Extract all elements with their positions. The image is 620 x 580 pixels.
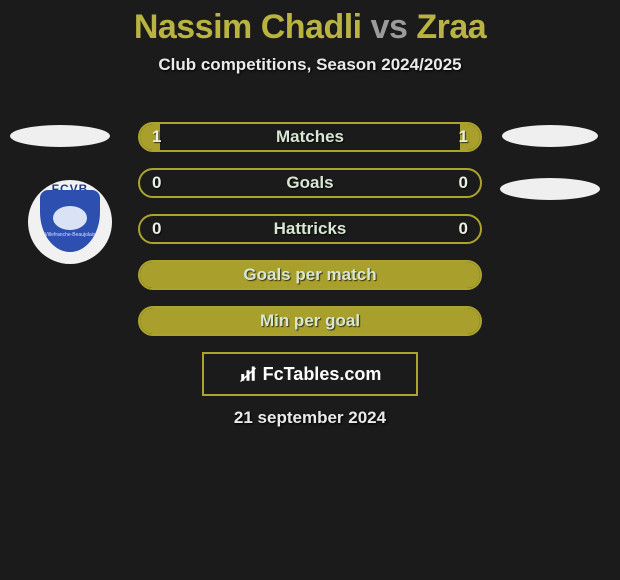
player1-photo-placeholder	[10, 125, 110, 147]
date-text: 21 september 2024	[0, 408, 620, 428]
page-title: Nassim Chadli vs Zraa	[0, 0, 620, 47]
bar-matches-value-left: 1	[152, 127, 161, 147]
bar-goals-per-match: Goals per match	[138, 260, 482, 290]
shield-icon: Villefranche-Beaujolais	[40, 190, 100, 252]
player2-name: Zraa	[416, 8, 486, 46]
bar-hattricks-value-right: 0	[459, 219, 468, 239]
bar-goals-value-right: 0	[459, 173, 468, 193]
bar-min-per-goal: Min per goal	[138, 306, 482, 336]
bar-hattricks-value-left: 0	[152, 219, 161, 239]
bar-goals: 0 Goals 0	[138, 168, 482, 198]
club-badge-subtext: Villefranche-Beaujolais	[45, 232, 96, 238]
bar-goals-label: Goals	[286, 173, 333, 193]
bar-hattricks-label: Hattricks	[274, 219, 347, 239]
subtitle: Club competitions, Season 2024/2025	[0, 55, 620, 75]
bar-hattricks: 0 Hattricks 0	[138, 214, 482, 244]
player2-club-badge-placeholder	[500, 178, 600, 200]
brand-box: FcTables.com	[202, 352, 418, 396]
bar-goals-value-left: 0	[152, 173, 161, 193]
bar-matches-label: Matches	[276, 127, 344, 147]
comparison-bars: 1 Matches 1 0 Goals 0 0 Hattricks 0 Goal…	[138, 122, 482, 352]
bar-matches-value-right: 1	[459, 127, 468, 147]
bar-matches: 1 Matches 1	[138, 122, 482, 152]
vs-word: vs	[371, 8, 408, 46]
brand-text: FcTables.com	[263, 364, 382, 385]
bar-goals-per-match-label: Goals per match	[243, 265, 376, 285]
bar-chart-icon	[239, 365, 257, 383]
player1-club-badge: FCVB Villefranche-Beaujolais	[28, 180, 112, 264]
bar-min-per-goal-label: Min per goal	[260, 311, 360, 331]
player1-name: Nassim Chadli	[134, 8, 362, 46]
player2-photo-placeholder	[502, 125, 598, 147]
